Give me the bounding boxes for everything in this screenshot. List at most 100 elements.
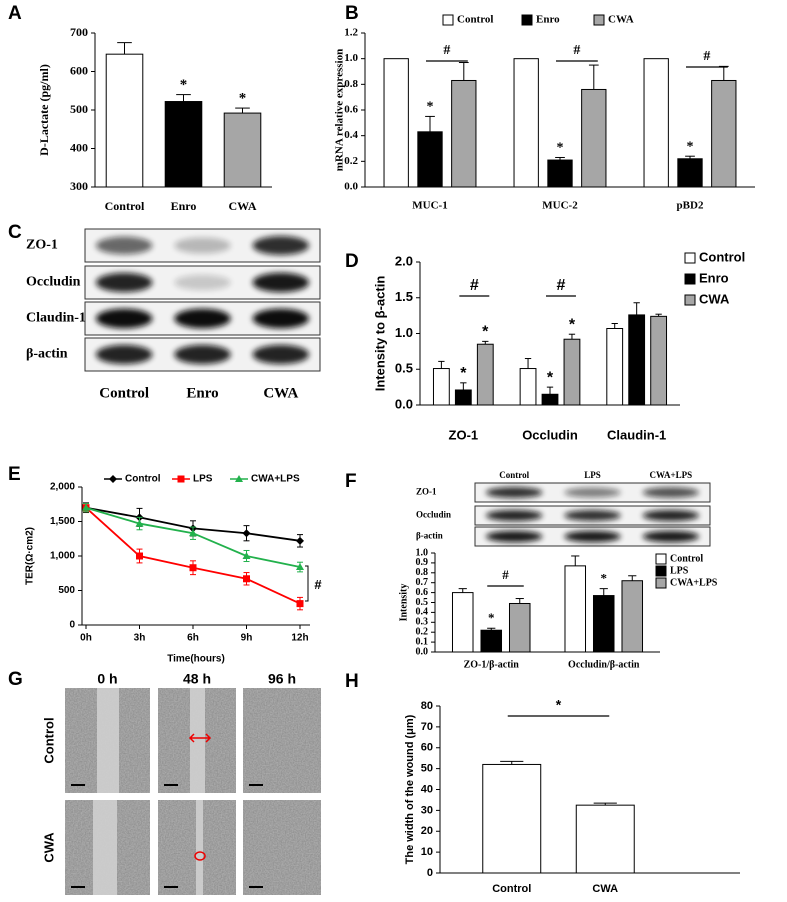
blot-band — [174, 237, 231, 254]
bar — [432, 368, 450, 406]
blot: ZO-1 Occludin β-actin Control LPS CWA+LPS — [416, 470, 711, 547]
wound-gap — [196, 800, 203, 895]
micrograph-row-label: Control — [41, 717, 56, 763]
blot-band — [95, 272, 153, 293]
y-tick-label: 0.7 — [416, 577, 429, 588]
panel-label: F — [345, 471, 357, 492]
x-tick-label: pBD2 — [677, 200, 704, 212]
y-tick-label: 2,000 — [50, 482, 75, 493]
legend-swatch — [655, 553, 667, 565]
blot-row-label: β-actin — [26, 347, 68, 362]
blot-band — [485, 530, 543, 543]
annotation: * — [488, 610, 495, 625]
y-tick-label: 1.0 — [395, 325, 413, 340]
chart: 0.0 0.2 0.4 0.6 0.8 1.0 1.2 mRNA relative expre… — [334, 14, 755, 212]
y-tick-label: 500 — [70, 102, 88, 116]
legend-label: CWA — [608, 14, 634, 26]
bar — [451, 592, 474, 653]
blot-band — [564, 530, 621, 543]
bar — [564, 565, 587, 653]
y-axis-label: Intensity to β-actin — [372, 276, 387, 392]
bar — [621, 580, 644, 653]
y-tick-label: 0.1 — [416, 636, 429, 647]
y-tick-label: 1.0 — [416, 547, 429, 558]
blot-band — [252, 235, 310, 256]
bar — [223, 112, 262, 188]
x-tick-label: Occludin — [522, 427, 578, 442]
y-tick-label: 0.0 — [395, 396, 413, 411]
legend-swatch — [655, 577, 667, 589]
bar — [677, 158, 703, 188]
blot-band — [95, 236, 153, 255]
blot-band — [485, 509, 543, 522]
blot-column-label: Enro — [186, 385, 218, 401]
bar — [482, 763, 542, 874]
bar — [454, 389, 472, 406]
point — [296, 536, 304, 545]
y-tick-label: 0.5 — [395, 361, 413, 376]
y-axis-label: Intensity — [398, 584, 409, 622]
bar — [650, 315, 668, 406]
y-tick-label: 1,000 — [50, 551, 75, 562]
legend-label: CWA+LPS — [670, 577, 718, 588]
y-tick-label: 0.6 — [344, 104, 358, 116]
micrograph-column-label: 0 h — [97, 671, 117, 687]
y-tick-label: 50 — [421, 763, 433, 775]
x-tick-label: ZO-1 — [449, 427, 479, 442]
legend-swatch — [684, 273, 696, 285]
legend-swatch — [684, 294, 696, 306]
x-tick-label: MUC-1 — [412, 200, 447, 212]
annotation: # — [443, 43, 450, 58]
panel-label: A — [8, 3, 22, 24]
annotation: * — [547, 369, 554, 386]
annotation: * — [180, 77, 188, 93]
blot-band — [564, 510, 621, 521]
y-tick-label: 0.2 — [344, 155, 358, 167]
y-tick-label: 20 — [421, 825, 433, 837]
x-tick-label: Claudin-1 — [607, 427, 666, 442]
bar — [581, 88, 607, 188]
blot-band — [174, 308, 231, 329]
y-tick-label: 80 — [421, 700, 433, 712]
micrograph-row-label: CWA — [41, 832, 56, 863]
blot-row-label: Occludin — [26, 275, 81, 290]
annotation: * — [687, 139, 694, 154]
bar — [513, 58, 539, 188]
blot-band — [95, 344, 153, 365]
point — [135, 519, 144, 527]
y-tick-label: 0 — [69, 620, 75, 631]
bar — [711, 79, 737, 188]
panel-label: D — [345, 251, 359, 272]
blot: ZO-1 Occludin Claudin-1 β-actin Control Enro C… — [26, 228, 321, 401]
annotation: * — [460, 365, 467, 382]
legend-label: CWA — [699, 291, 730, 306]
y-tick-label: 600 — [70, 63, 88, 77]
bracket — [305, 565, 309, 602]
y-axis-label: mRNA relative expression — [334, 49, 346, 171]
bar — [508, 602, 531, 653]
y-tick-label: 300 — [70, 179, 88, 193]
bar — [480, 629, 503, 653]
y-tick-label: 30 — [421, 804, 433, 816]
panel-label: C — [8, 222, 22, 243]
y-tick-label: 700 — [70, 25, 88, 39]
annotation: # — [703, 49, 710, 64]
blot-band — [642, 530, 700, 543]
annotation: # — [470, 277, 479, 294]
point — [136, 552, 143, 560]
bar — [383, 58, 409, 188]
chart: 300 400 500 600 700 D-Lactate (pg/ml) Control E… — [37, 25, 272, 213]
legend-label: CWA+LPS — [251, 474, 300, 485]
blot-row-label: Occludin — [416, 510, 451, 520]
wound-gap — [97, 688, 119, 793]
legend-label: Control — [125, 474, 161, 485]
x-tick-label: 0h — [80, 633, 92, 644]
annotation: * — [239, 91, 247, 107]
blot-row-label: β-actin — [416, 531, 443, 541]
legend-label: LPS — [193, 474, 213, 485]
bar — [451, 79, 477, 188]
point — [189, 529, 197, 537]
y-tick-label: 0.8 — [416, 567, 429, 578]
blot-band — [642, 509, 700, 522]
